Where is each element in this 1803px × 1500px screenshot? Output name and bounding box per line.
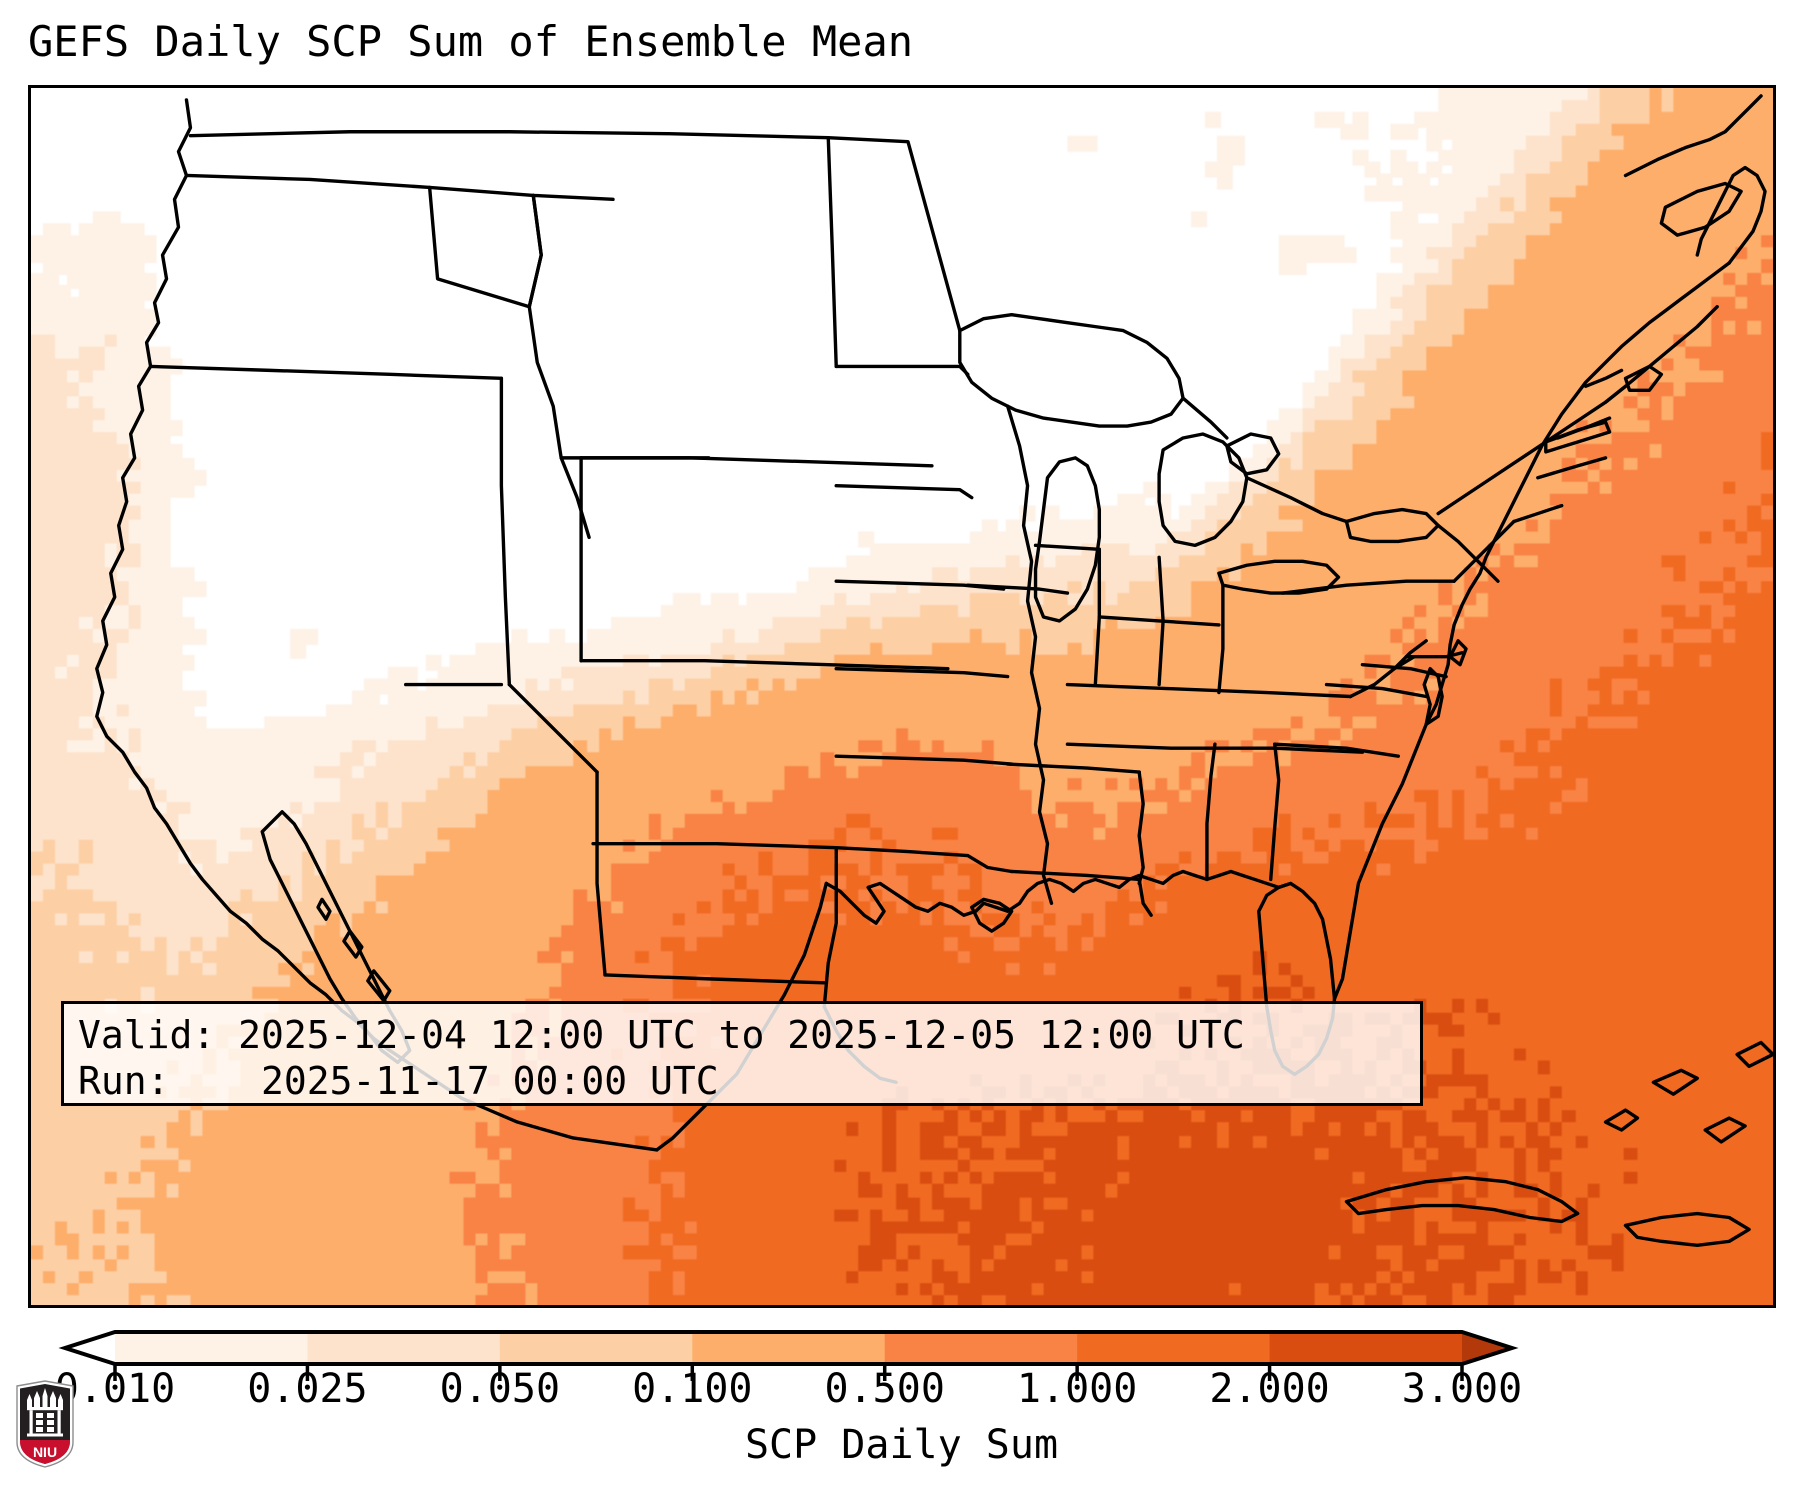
map-plot-area: Valid: 2025-12-04 12:00 UTC to 2025-12-0… [28, 85, 1776, 1308]
colorbar-swatches [58, 1330, 1519, 1381]
colorbar-tick-label: 0.025 [247, 1366, 368, 1412]
annotation-run-line: Run: 2025-11-17 00:00 UTC [78, 1059, 719, 1103]
niu-logo-text: NIU [33, 1444, 57, 1460]
colorbar: 0.010 0.025 0.050 0.100 0.500 1.000 2.000 3.000… [0, 1318, 1803, 1500]
colorbar-tick-label: 0.010 [54, 1366, 176, 1412]
colorbar-tick-label: 2.000 [1209, 1366, 1330, 1412]
annotation-valid-line: Valid: 2025-12-04 12:00 UTC to 2025-12-0… [78, 1013, 1245, 1057]
annotation-box: Valid: 2025-12-04 12:00 UTC to 2025-12-0… [61, 1001, 1423, 1106]
colorbar-tick-label: 0.100 [632, 1366, 753, 1412]
page-title: GEFS Daily SCP Sum of Ensemble Mean [28, 17, 914, 66]
scp-heatmap-raster [31, 88, 1773, 1305]
niu-logo: NIU [16, 1380, 74, 1468]
colorbar-tick-label: 3.000 [1401, 1366, 1523, 1412]
colorbar-axis-label: SCP Daily Sum [744, 1422, 1059, 1468]
colorbar-tick-label: 0.500 [824, 1366, 945, 1412]
colorbar-tick-label: 0.050 [439, 1366, 561, 1412]
colorbar-tick-label: 1.000 [1016, 1366, 1138, 1412]
